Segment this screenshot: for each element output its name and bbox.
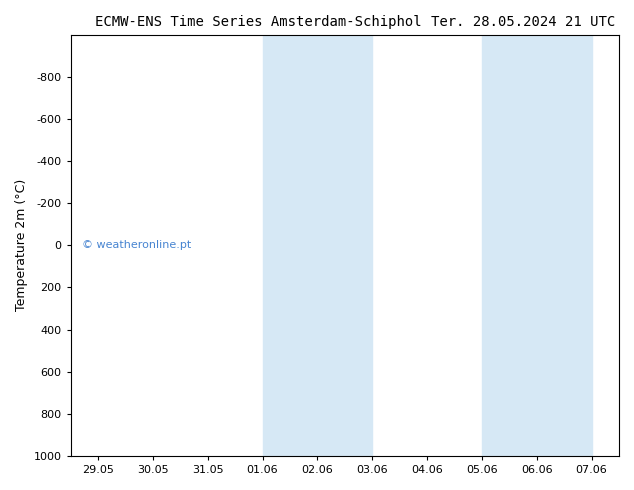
Text: Ter. 28.05.2024 21 UTC: Ter. 28.05.2024 21 UTC [431,15,616,29]
Bar [482,35,592,456]
Y-axis label: Temperature 2m (°C): Temperature 2m (°C) [15,179,28,312]
Text: © weatheronline.pt: © weatheronline.pt [82,240,191,250]
Text: ECMW-ENS Time Series Amsterdam-Schiphol: ECMW-ENS Time Series Amsterdam-Schiphol [95,15,422,29]
Bar [262,35,372,456]
